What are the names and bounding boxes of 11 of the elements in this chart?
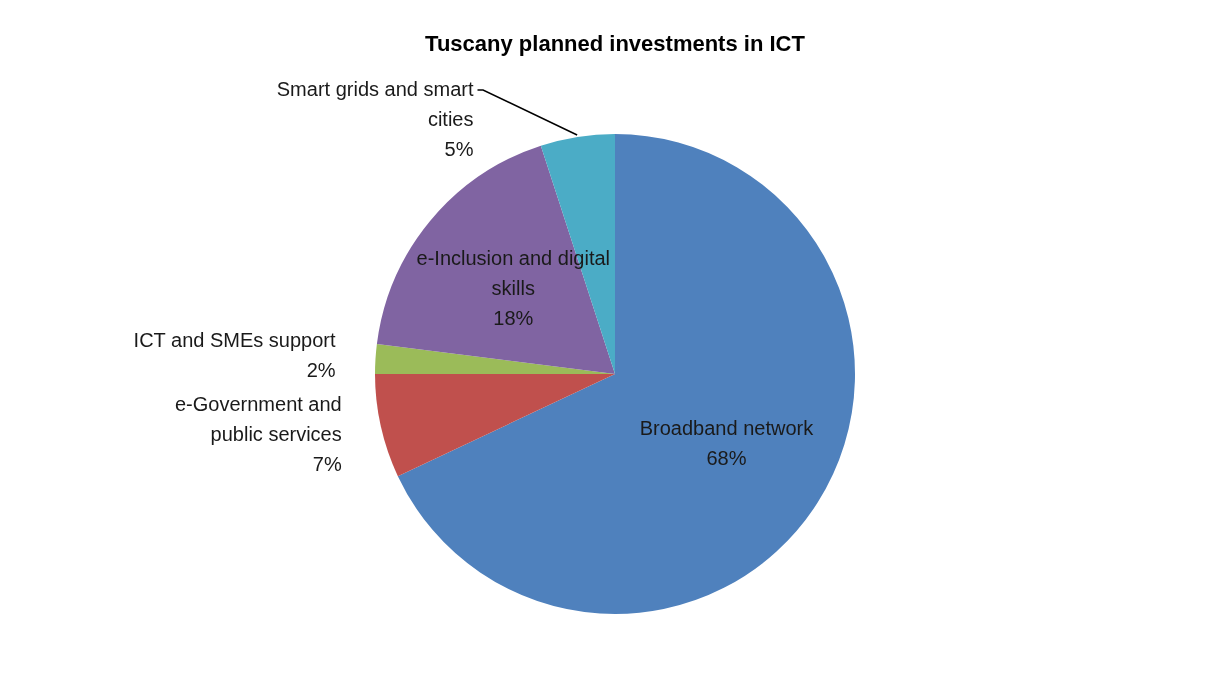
data-label: 7%: [312, 452, 342, 475]
data-label: 68%: [706, 447, 747, 470]
slice-label: Smart grids and smart cities: [276, 77, 474, 130]
slice-label: e-Government and public services: [174, 392, 342, 445]
data-label: 18%: [493, 307, 534, 330]
slice-label: Broadband network: [639, 417, 815, 440]
chart-title: Tuscany planned investments in ICT: [425, 31, 806, 57]
slice-label: ICT and SMEs support: [133, 328, 336, 351]
slice-label: e-Inclusion and digital skills: [416, 247, 611, 300]
data-label: 5%: [444, 137, 474, 160]
data-label: 2%: [306, 358, 336, 381]
